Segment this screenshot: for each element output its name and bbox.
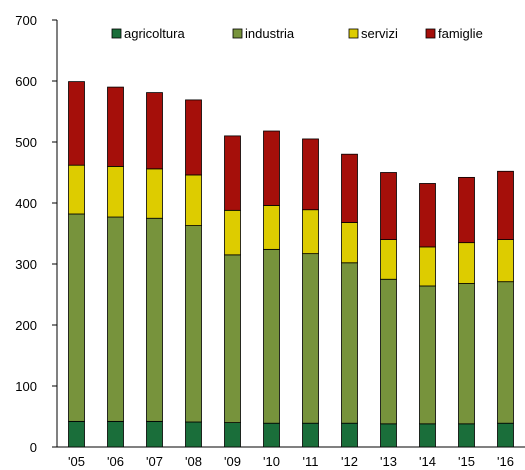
bars bbox=[68, 81, 514, 448]
bar-segment-servizi bbox=[419, 246, 436, 287]
x-tick-label: '16 bbox=[497, 454, 514, 469]
bar-segment-famiglie bbox=[263, 130, 280, 206]
bar-segment-famiglie bbox=[185, 99, 202, 176]
bar-segment-famiglie bbox=[146, 92, 163, 170]
bar-segment-industria bbox=[341, 262, 358, 424]
bar-segment-agricoltura bbox=[107, 420, 124, 448]
legend-swatch-industria bbox=[232, 28, 243, 39]
bar-segment-servizi bbox=[185, 174, 202, 226]
bar-stack bbox=[68, 81, 85, 448]
x-tick-label: '05 bbox=[68, 454, 85, 469]
bar-segment-industria bbox=[185, 225, 202, 423]
x-tick-label: '06 bbox=[107, 454, 124, 469]
bar-segment-servizi bbox=[302, 209, 319, 255]
legend-label-servizi: servizi bbox=[361, 26, 398, 41]
bar-segment-industria bbox=[419, 285, 436, 425]
x-tick-label: '09 bbox=[224, 454, 241, 469]
y-tick-label: 500 bbox=[15, 135, 37, 150]
bar-stack bbox=[380, 172, 397, 448]
bar-segment-industria bbox=[107, 216, 124, 422]
bar-segment-agricoltura bbox=[68, 420, 85, 448]
bar-segment-agricoltura bbox=[380, 423, 397, 448]
bar-segment-servizi bbox=[497, 239, 514, 283]
bar-segment-industria bbox=[224, 254, 241, 424]
x-tick-label: '07 bbox=[146, 454, 163, 469]
bar-segment-servizi bbox=[458, 242, 475, 284]
legend-label-agricoltura: agricoltura bbox=[124, 26, 185, 41]
bar-segment-famiglie bbox=[107, 86, 124, 167]
bar-segment-industria bbox=[458, 283, 475, 425]
y-tick-label: 200 bbox=[15, 318, 37, 333]
x-tick-label: '12 bbox=[341, 454, 358, 469]
x-tick-label: '13 bbox=[380, 454, 397, 469]
bar-stack bbox=[107, 86, 124, 448]
bar-stack bbox=[341, 153, 358, 448]
bar-segment-servizi bbox=[68, 164, 85, 215]
bar-segment-agricoltura bbox=[341, 422, 358, 448]
y-tick-label: 0 bbox=[30, 440, 37, 455]
bar-segment-servizi bbox=[224, 209, 241, 256]
x-tick-label: '11 bbox=[303, 454, 319, 469]
x-tick-label: '08 bbox=[185, 454, 202, 469]
bar-segment-famiglie bbox=[458, 176, 475, 244]
y-tick-label: 600 bbox=[15, 74, 37, 89]
bar-segment-industria bbox=[68, 213, 85, 422]
bar-stack bbox=[224, 135, 241, 448]
y-axis: 0 100 200 300 400 500 600 700 bbox=[15, 13, 58, 455]
bar-segment-servizi bbox=[146, 168, 163, 219]
x-axis: '05 '06 '07 '08 '09 '10 '11 '12 '13 '14 '15 '16 bbox=[57, 446, 525, 469]
bar-segment-industria bbox=[302, 253, 319, 424]
legend-swatch-agricoltura bbox=[111, 28, 122, 39]
bar-segment-industria bbox=[263, 248, 280, 424]
y-tick-label: 400 bbox=[15, 196, 37, 211]
bar-segment-industria bbox=[497, 281, 514, 424]
bar-segment-famiglie bbox=[224, 135, 241, 211]
legend: agricoltura industria servizi famiglie bbox=[111, 26, 483, 41]
x-tick-label: '14 bbox=[419, 454, 436, 469]
bar-segment-agricoltura bbox=[497, 422, 514, 448]
bar-stack bbox=[263, 130, 280, 448]
bar-segment-famiglie bbox=[419, 183, 436, 248]
bar-segment-industria bbox=[380, 278, 397, 425]
bar-segment-servizi bbox=[341, 222, 358, 264]
bar-segment-famiglie bbox=[497, 170, 514, 240]
y-tick-label: 300 bbox=[15, 257, 37, 272]
y-tick-label: 100 bbox=[15, 379, 37, 394]
bar-stack bbox=[497, 170, 514, 448]
bar-segment-agricoltura bbox=[263, 422, 280, 448]
bar-segment-agricoltura bbox=[302, 422, 319, 448]
y-tick-label: 700 bbox=[15, 13, 37, 28]
bar-stack bbox=[185, 99, 202, 448]
bar-stack bbox=[146, 92, 163, 448]
bar-segment-agricoltura bbox=[185, 421, 202, 448]
bar-segment-agricoltura bbox=[458, 423, 475, 448]
x-tick-label: '15 bbox=[458, 454, 475, 469]
x-tick-label: '10 bbox=[263, 454, 280, 469]
bar-stack bbox=[458, 176, 475, 448]
bar-segment-agricoltura bbox=[146, 420, 163, 448]
bar-segment-servizi bbox=[380, 239, 397, 280]
bar-stack bbox=[419, 183, 436, 448]
bar-segment-agricoltura bbox=[419, 423, 436, 448]
bar-stack bbox=[302, 138, 319, 448]
bar-segment-famiglie bbox=[341, 153, 358, 223]
legend-swatch-famiglie bbox=[425, 28, 436, 39]
bar-segment-famiglie bbox=[68, 81, 85, 166]
legend-label-industria: industria bbox=[245, 26, 295, 41]
bar-segment-famiglie bbox=[302, 138, 319, 211]
legend-label-famiglie: famiglie bbox=[438, 26, 483, 41]
bar-segment-servizi bbox=[107, 165, 124, 218]
bar-segment-famiglie bbox=[380, 172, 397, 240]
bar-segment-agricoltura bbox=[224, 422, 241, 448]
bar-segment-industria bbox=[146, 217, 163, 422]
bar-segment-servizi bbox=[263, 205, 280, 250]
legend-swatch-servizi bbox=[348, 28, 359, 39]
